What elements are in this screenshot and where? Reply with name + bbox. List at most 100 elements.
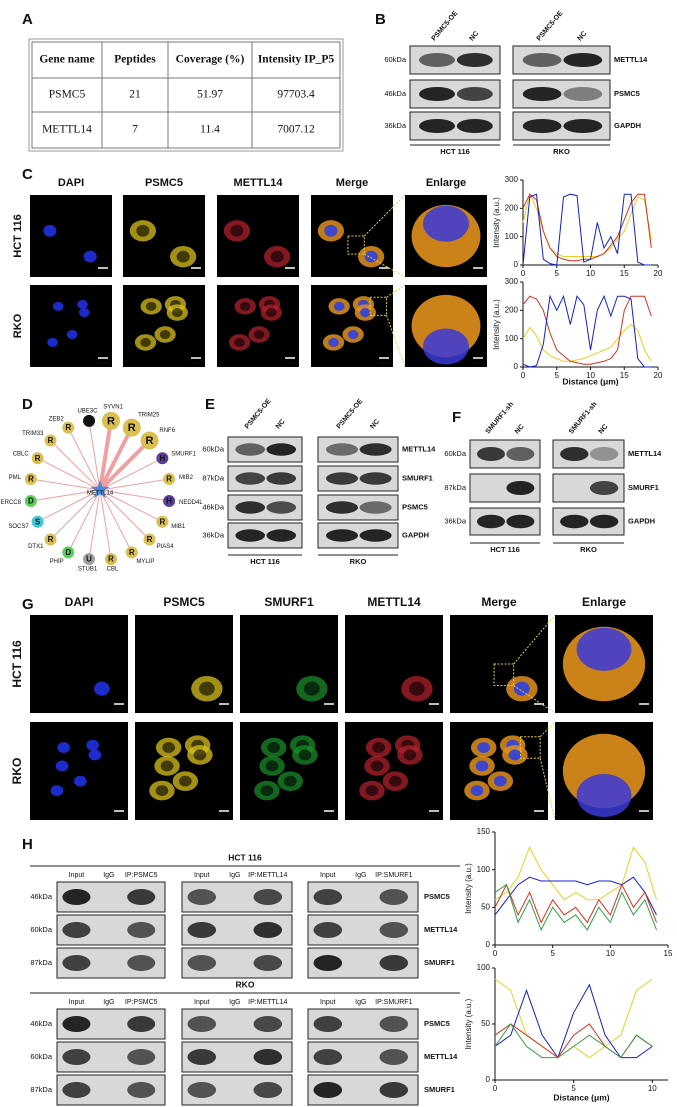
zoom-line [385, 315, 406, 368]
x-tick-label: 0 [521, 269, 526, 278]
x-tick-label: 5 [550, 949, 555, 958]
protein-label: METTL14 [424, 925, 458, 934]
blot-band [266, 529, 297, 542]
nucleus [162, 742, 176, 753]
table-header: Intensity IP_P5 [258, 54, 335, 66]
node [143, 533, 156, 546]
x-tick-label: 10 [648, 1084, 657, 1093]
marker-label: 60kDa [444, 449, 467, 458]
table-cell: 51.97 [197, 89, 223, 101]
line-series [494, 876, 657, 916]
x-tick-label: 15 [620, 371, 629, 380]
lane-label: Input [194, 999, 210, 1006]
line-series [494, 845, 657, 901]
panel-label: B [375, 11, 386, 28]
nucleus [66, 329, 78, 340]
node-label: RNF6 [159, 428, 175, 434]
blot-band [127, 1082, 156, 1098]
lane-label: IgG [229, 999, 240, 1006]
nucleus [159, 329, 171, 340]
cell-label: HCT 116 [250, 557, 280, 566]
micrograph [345, 615, 443, 713]
node [62, 421, 75, 434]
micrograph [311, 285, 393, 367]
scale-bar-label: 10μm [113, 706, 125, 711]
nucleus [145, 301, 157, 311]
edge [30, 478, 101, 491]
lane-label: Input [69, 999, 85, 1006]
node [140, 431, 159, 450]
scale-bar-label: 2.5μm [472, 270, 485, 275]
blot-band [253, 1049, 283, 1065]
node-letter: D [28, 497, 34, 506]
nucleus [409, 681, 425, 696]
scale-bar-label: 10μm [218, 813, 230, 818]
blot-band [127, 1049, 156, 1065]
marker-label: 87kDa [30, 958, 53, 967]
edge [50, 489, 101, 540]
node [104, 553, 117, 566]
nucleus [140, 337, 151, 347]
scale-bar-label: 10μm [97, 270, 109, 275]
blot-band [456, 53, 493, 67]
x-tick-label: 15 [664, 949, 673, 958]
edge [67, 427, 101, 491]
node-label: PIAS4 [157, 544, 175, 550]
panel-label: A [22, 11, 33, 28]
node-label: TRIM33 [22, 431, 44, 437]
blot-band [379, 889, 409, 905]
lane-label: Input [320, 999, 336, 1006]
nucleus [283, 775, 297, 787]
marker-label: 60kDa [30, 1052, 53, 1061]
protein-label: PSMC5 [614, 89, 640, 98]
blot-band [477, 447, 505, 461]
nucleus [265, 308, 277, 318]
lane-label: PSMC5-OE [536, 10, 565, 43]
marker-label: 36kDa [384, 121, 407, 130]
table-header: Gene name [39, 54, 94, 66]
node-label: PHIP [50, 559, 64, 565]
node-label: MYLIP [136, 559, 154, 565]
blot-band [253, 922, 283, 938]
y-tick-label: 150 [477, 827, 491, 836]
node-label: TRIM25 [138, 413, 160, 419]
node-letter: R [65, 423, 71, 432]
line-series [522, 193, 652, 266]
zoom-box [347, 235, 365, 255]
blot-band [62, 889, 91, 905]
node-label: SOCS7 [8, 524, 29, 530]
nucleus [265, 760, 279, 772]
nucleus [83, 250, 97, 263]
blot-band [127, 889, 156, 905]
blot-band [326, 443, 358, 456]
marker-label: 46kDa [30, 892, 53, 901]
cell-label: HCT 116 [490, 545, 520, 554]
blot-band [359, 472, 392, 485]
node-letter: R [107, 415, 115, 427]
edge [98, 439, 151, 492]
blot-band [359, 443, 392, 456]
blot-band [379, 1082, 409, 1098]
edge [98, 426, 134, 491]
blot-band [235, 529, 265, 542]
edge [99, 489, 112, 560]
y-tick-label: 200 [505, 305, 519, 314]
channel-header: PSMC5 [163, 595, 205, 609]
lane-label: IP:PSMC5 [125, 999, 158, 1006]
scale-bar-label: 10μm [428, 813, 440, 818]
y-tick-label: 0 [514, 260, 519, 269]
table-cell: 7007.12 [277, 124, 315, 136]
table-cell: 7 [132, 124, 138, 136]
node [44, 434, 57, 447]
nucleus [347, 329, 359, 340]
channel-header: DAPI [58, 177, 84, 189]
x-tick-label: 10 [586, 269, 595, 278]
blot-band [313, 1082, 343, 1098]
marker-label: 36kDa [444, 516, 467, 525]
y-tick-label: 100 [477, 963, 491, 972]
blot-band [62, 1049, 91, 1065]
blot-band [62, 955, 91, 971]
scale-bar-label: 2.5μm [638, 706, 651, 711]
nucleus [57, 742, 71, 753]
